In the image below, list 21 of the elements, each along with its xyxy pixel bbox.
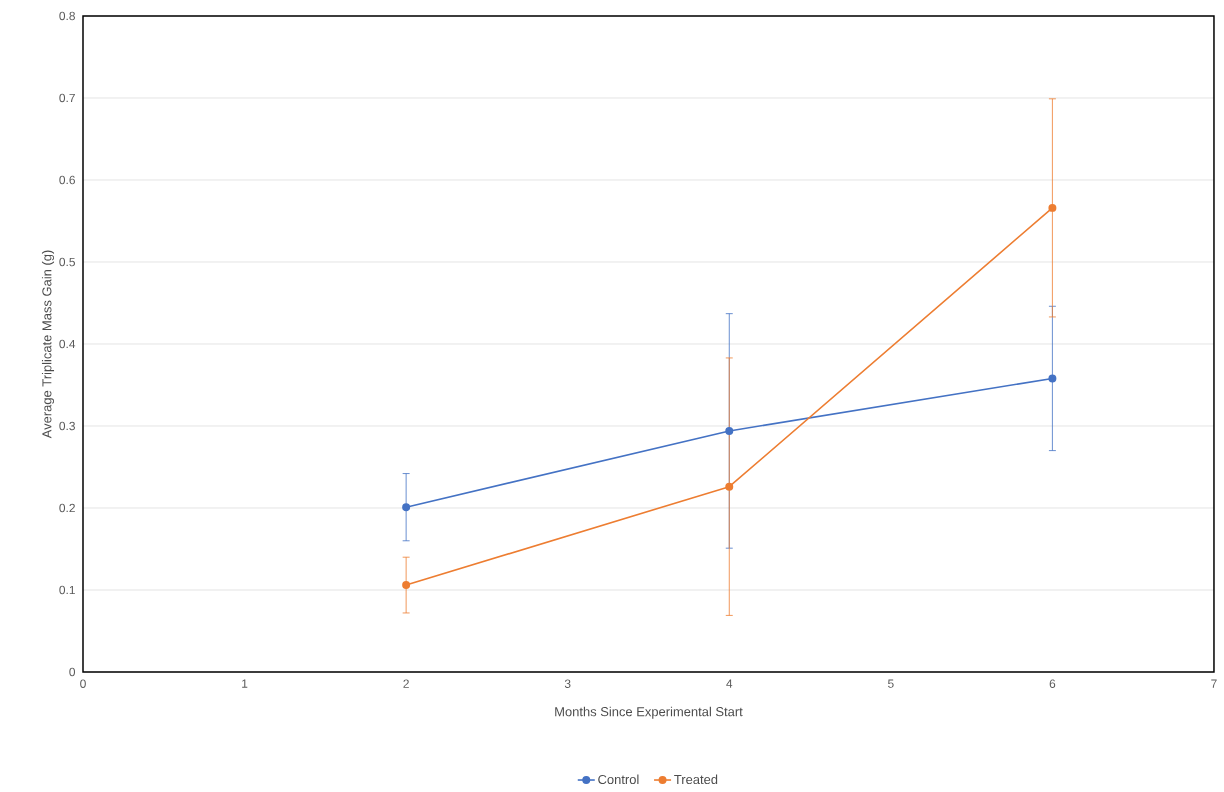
y-tick-label: 0.8: [59, 11, 75, 21]
legend-label: Treated: [674, 774, 718, 785]
x-tick-label: 2: [403, 679, 409, 688]
y-tick-label: 0.5: [59, 257, 75, 267]
y-tick-label: 0.4: [59, 339, 76, 349]
y-tick-label: 0.3: [59, 421, 75, 431]
x-tick-label: 6: [1049, 679, 1056, 688]
x-tick-label: 0: [80, 679, 86, 688]
legend-label: Control: [598, 774, 639, 785]
y-tick-label: 0.2: [59, 503, 75, 513]
x-tick-label: 5: [887, 679, 894, 688]
y-tick-label: 0.6: [59, 175, 75, 185]
x-axis-title: Months Since Experimental Start: [555, 706, 743, 719]
y-tick-label: 0.1: [59, 585, 75, 595]
x-tick-label: 3: [564, 679, 571, 688]
x-tick-label: 1: [242, 679, 248, 688]
y-tick-label: 0: [69, 667, 76, 677]
x-tick-label: 7: [1211, 679, 1217, 688]
y-tick-label: 0.7: [59, 93, 75, 103]
x-tick-label: 4: [726, 679, 733, 688]
y-axis-title: Average Triplicate Mass Gain (g): [41, 250, 55, 439]
